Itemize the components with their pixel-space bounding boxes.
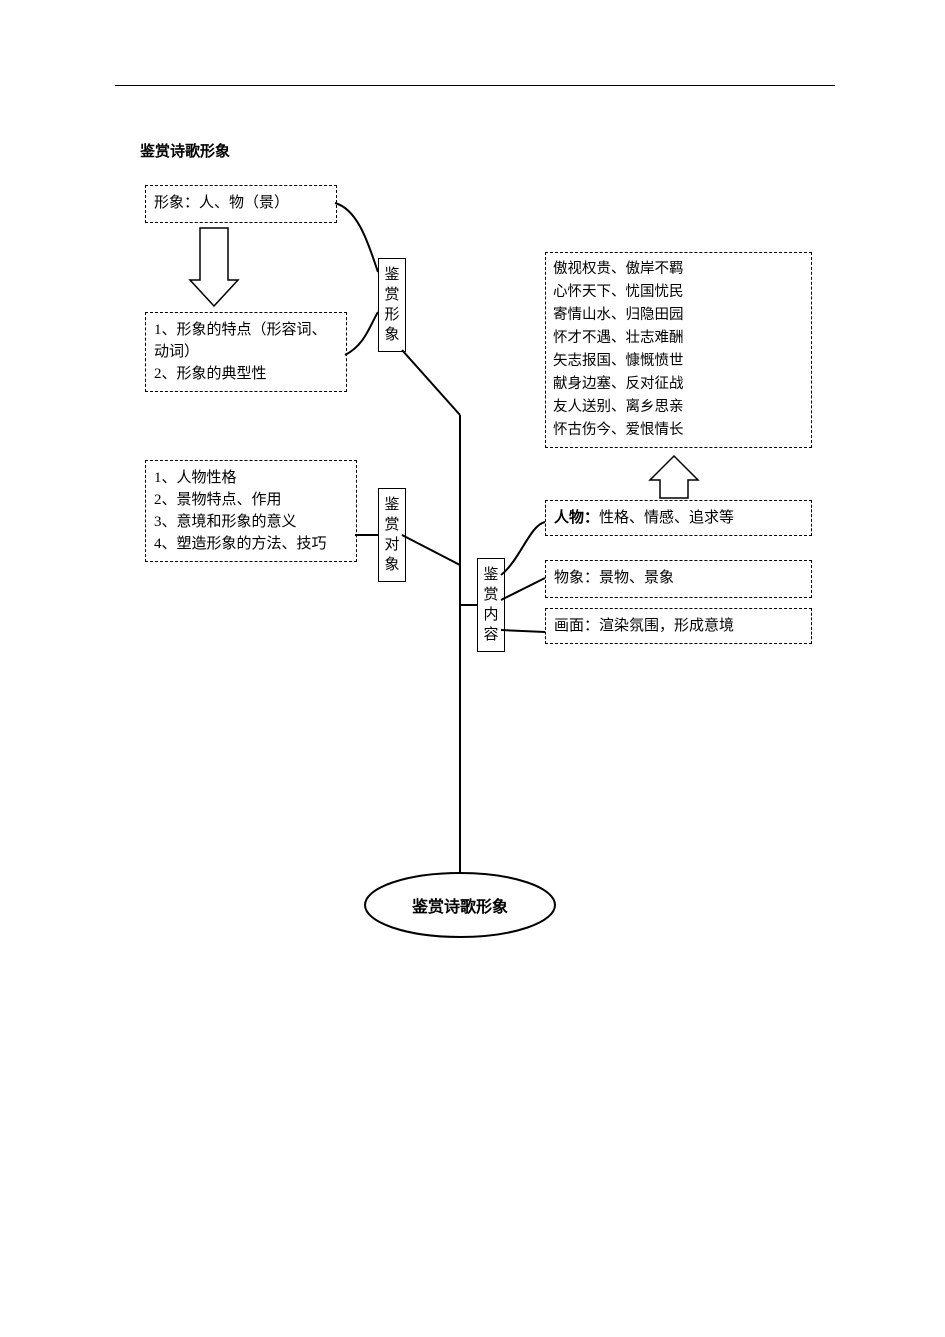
- root-label: 鉴赏诗歌形象: [365, 893, 555, 917]
- arrow-up-icon: [650, 456, 698, 498]
- diagram-connectors: [0, 0, 945, 1337]
- arrow-down-icon: [190, 228, 238, 306]
